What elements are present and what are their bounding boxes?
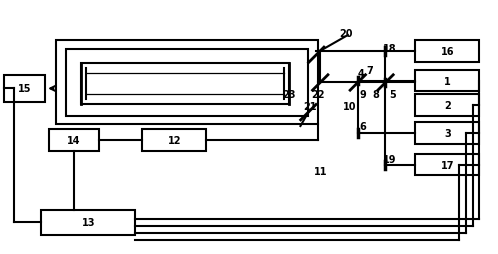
Text: 9: 9 [360,90,366,100]
Bar [66,50,308,117]
Text: 23: 23 [282,90,295,100]
Text: 22: 22 [311,90,325,100]
Text: 15: 15 [18,84,31,94]
Text: 12: 12 [167,135,181,145]
Text: 8: 8 [372,90,379,100]
Text: 17: 17 [441,160,454,170]
Text: 4: 4 [358,68,364,78]
Bar [3,75,45,103]
Bar [56,41,318,124]
Text: 18: 18 [382,44,396,54]
Text: 3: 3 [444,129,451,138]
Bar [142,130,207,151]
Bar [415,95,480,117]
Bar [81,64,288,105]
Bar [415,123,480,144]
Bar [415,154,480,176]
Bar [415,41,480,62]
Text: 16: 16 [441,47,454,57]
Text: 19: 19 [382,154,396,164]
Bar [49,130,99,151]
Text: 14: 14 [67,135,81,145]
Text: 11: 11 [313,166,327,176]
Bar [415,70,480,92]
Text: 1: 1 [444,76,451,86]
Bar [41,210,135,235]
Text: 21: 21 [304,102,317,112]
Text: 6: 6 [360,121,366,132]
Text: 5: 5 [389,90,396,100]
Text: 20: 20 [339,29,353,39]
Text: 2: 2 [444,101,451,111]
Text: 13: 13 [82,218,95,228]
Text: 10: 10 [343,102,357,112]
Text: 7: 7 [367,65,373,75]
